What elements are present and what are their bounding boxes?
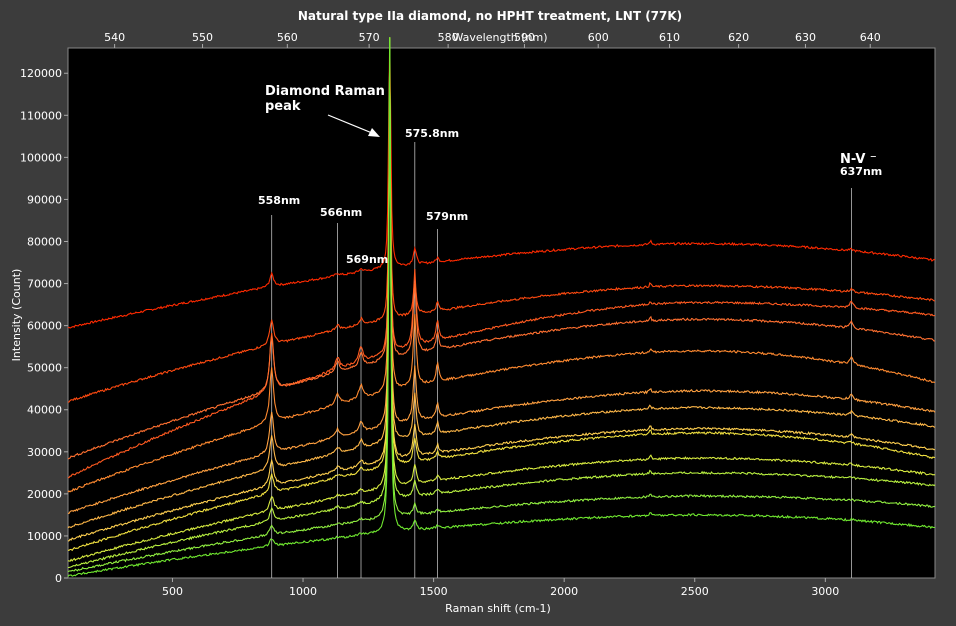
x2-tick-label: 610 [659, 31, 680, 44]
spectrum-line [67, 46, 936, 514]
y-tick-label: 0 [55, 572, 62, 585]
spectrum-line [67, 37, 936, 562]
spectrum-line [68, 37, 935, 552]
annotation-nv: N-V ⁻ [840, 152, 877, 167]
x2-tick-label: 540 [104, 31, 125, 44]
annotation-566nm: 566nm [320, 206, 362, 219]
y-tick-label: 60000 [27, 320, 62, 333]
x-tick-label: 1000 [289, 585, 317, 598]
spectrum-line [67, 37, 936, 573]
y-axis-ticks: 0 10000 20000 30000 40000 50000 60000 70000 8000… [20, 67, 68, 585]
x-axis-label: Raman shift (cm-1) [445, 602, 551, 615]
y-axis-label: Intensity (Count) [10, 269, 23, 362]
y-tick-label: 80000 [27, 235, 62, 248]
x2-tick-label: 640 [860, 31, 881, 44]
spectrum-line [67, 37, 936, 577]
y-tick-label: 40000 [27, 404, 62, 417]
spectrum-line [67, 37, 936, 569]
annotation-558nm: 558nm [258, 194, 300, 207]
annotation-diamond-raman: Diamond Raman [265, 84, 385, 99]
spectrum-line [67, 40, 936, 542]
x-tick-label: 2000 [550, 585, 578, 598]
plot-area [67, 47, 936, 579]
y-tick-label: 110000 [20, 109, 62, 122]
x2-tick-label: 560 [277, 31, 298, 44]
spectrum-line [67, 80, 936, 479]
x-axis-ticks: 500 1000 1500 2000 2500 3000 [162, 578, 839, 598]
y-tick-label: 30000 [27, 446, 62, 459]
spectrum-line [67, 42, 936, 529]
x2-tick-label: 570 [359, 31, 380, 44]
spectrum-line [67, 66, 935, 403]
annotation-arrow-line [327, 114, 373, 134]
chart-title: Natural type IIa diamond, no HPHT treatm… [298, 9, 682, 23]
y-tick-label: 50000 [27, 362, 62, 375]
x-tick-label: 3000 [811, 585, 839, 598]
y-tick-label: 120000 [20, 67, 62, 80]
spectrum-line [67, 55, 936, 493]
top-axis-ticks: 540 550 560 570 580 590 600 610 620 630 640 [104, 31, 881, 48]
y-tick-label: 20000 [27, 488, 62, 501]
y-tick-label: 90000 [27, 193, 62, 206]
top-axis-label: Wavelength (nm) [452, 31, 547, 44]
y-tick-label: 100000 [20, 151, 62, 164]
spectra-series [67, 37, 936, 577]
spectrum-line [67, 65, 936, 460]
annotation-579nm: 579nm [426, 210, 468, 223]
annotation-569nm: 569nm [346, 253, 388, 266]
x2-tick-label: 630 [795, 31, 816, 44]
annotation-637nm: 637nm [840, 165, 882, 178]
annotation-575-8nm: 575.8nm [405, 127, 459, 140]
x2-tick-label: 590 [514, 31, 535, 44]
annotation-arrow-head [368, 128, 380, 137]
y-tick-label: 10000 [27, 530, 62, 543]
spectrum-line [67, 37, 936, 329]
x2-tick-label: 600 [588, 31, 609, 44]
annotation-diamond-peak: peak [265, 99, 301, 114]
x-tick-label: 2500 [681, 585, 709, 598]
x2-tick-label: 580 [438, 31, 459, 44]
y-tick-label: 70000 [27, 278, 62, 291]
x2-tick-label: 620 [728, 31, 749, 44]
annotations: Diamond Raman peak 558nm 566nm 569nm 575… [258, 84, 882, 266]
x2-tick-label: 550 [192, 31, 213, 44]
x-tick-label: 1500 [420, 585, 448, 598]
x-tick-label: 500 [162, 585, 183, 598]
